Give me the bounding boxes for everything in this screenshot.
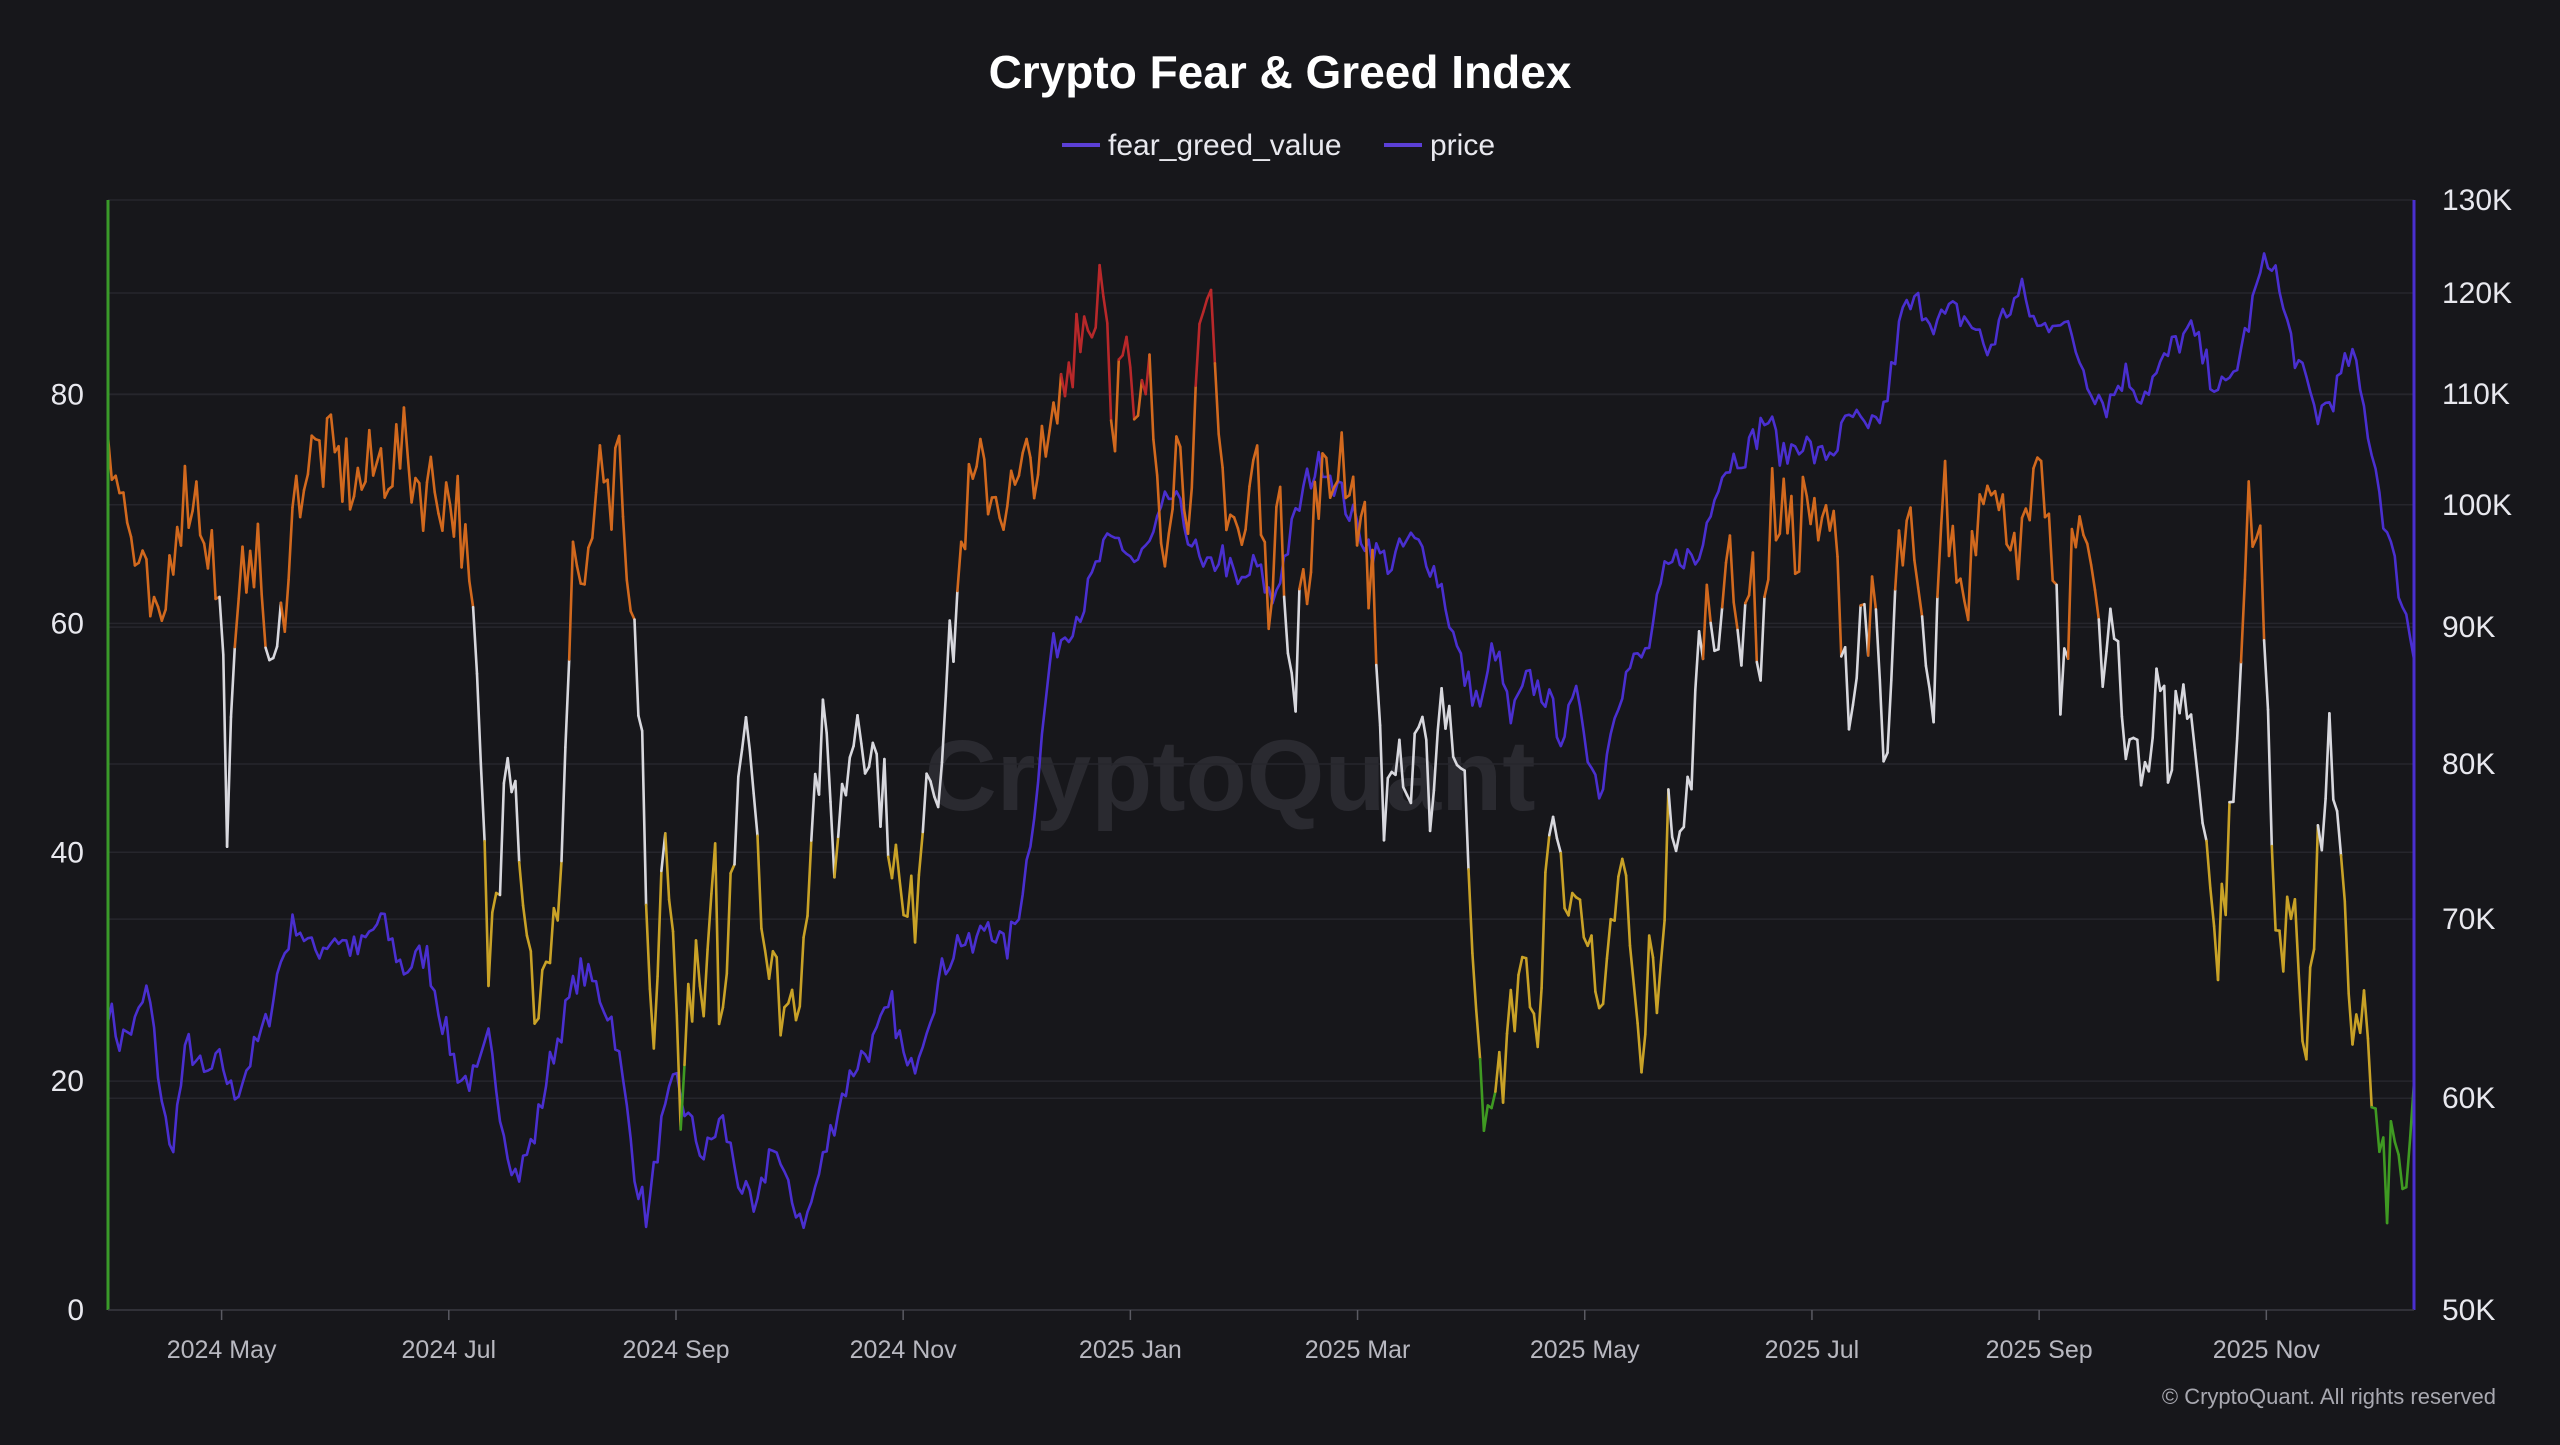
y-right-tick-label: 100K [2442, 489, 2512, 522]
y-right-tick-label: 50K [2442, 1294, 2495, 1327]
y-right-tick-label: 110K [2442, 378, 2510, 411]
legend[interactable]: fear_greed_value price [1062, 129, 1495, 162]
x-tick-label: 2025 Mar [1305, 1336, 1411, 1364]
x-tick-label: 2024 Jul [402, 1336, 497, 1364]
y-right-tick-label: 80K [2442, 748, 2495, 781]
y-right-tick-label: 120K [2442, 277, 2512, 310]
x-tick-label: 2025 Jul [1765, 1336, 1860, 1364]
y-left-tick-label: 40 [51, 836, 84, 869]
y-left-tick-label: 0 [67, 1294, 84, 1327]
x-tick-label: 2024 Sep [622, 1336, 729, 1364]
x-tick-label: 2024 Nov [850, 1336, 958, 1364]
legend-label: fear_greed_value [1108, 129, 1342, 162]
x-tick-label: 2024 May [167, 1336, 277, 1364]
chart-title: Crypto Fear & Greed Index [989, 46, 1572, 98]
y-right-tick-label: 70K [2442, 903, 2495, 936]
legend-label: price [1430, 129, 1495, 162]
y-left-tick-label: 80 [51, 379, 84, 412]
y-left-tick-label: 20 [51, 1065, 84, 1098]
y-right-tick-label: 130K [2442, 184, 2512, 217]
y-right-tick-label: 60K [2442, 1082, 2495, 1115]
copyright: © CryptoQuant. All rights reserved [2162, 1384, 2496, 1409]
watermark: CryptoQuant [924, 720, 1535, 832]
x-tick-label: 2025 Sep [1986, 1336, 2093, 1364]
x-tick-label: 2025 Jan [1079, 1336, 1182, 1364]
y-left-tick-label: 60 [51, 607, 84, 640]
x-tick-label: 2025 Nov [2213, 1336, 2321, 1364]
x-tick-label: 2025 May [1530, 1336, 1640, 1364]
y-right-tick-label: 90K [2442, 611, 2495, 644]
